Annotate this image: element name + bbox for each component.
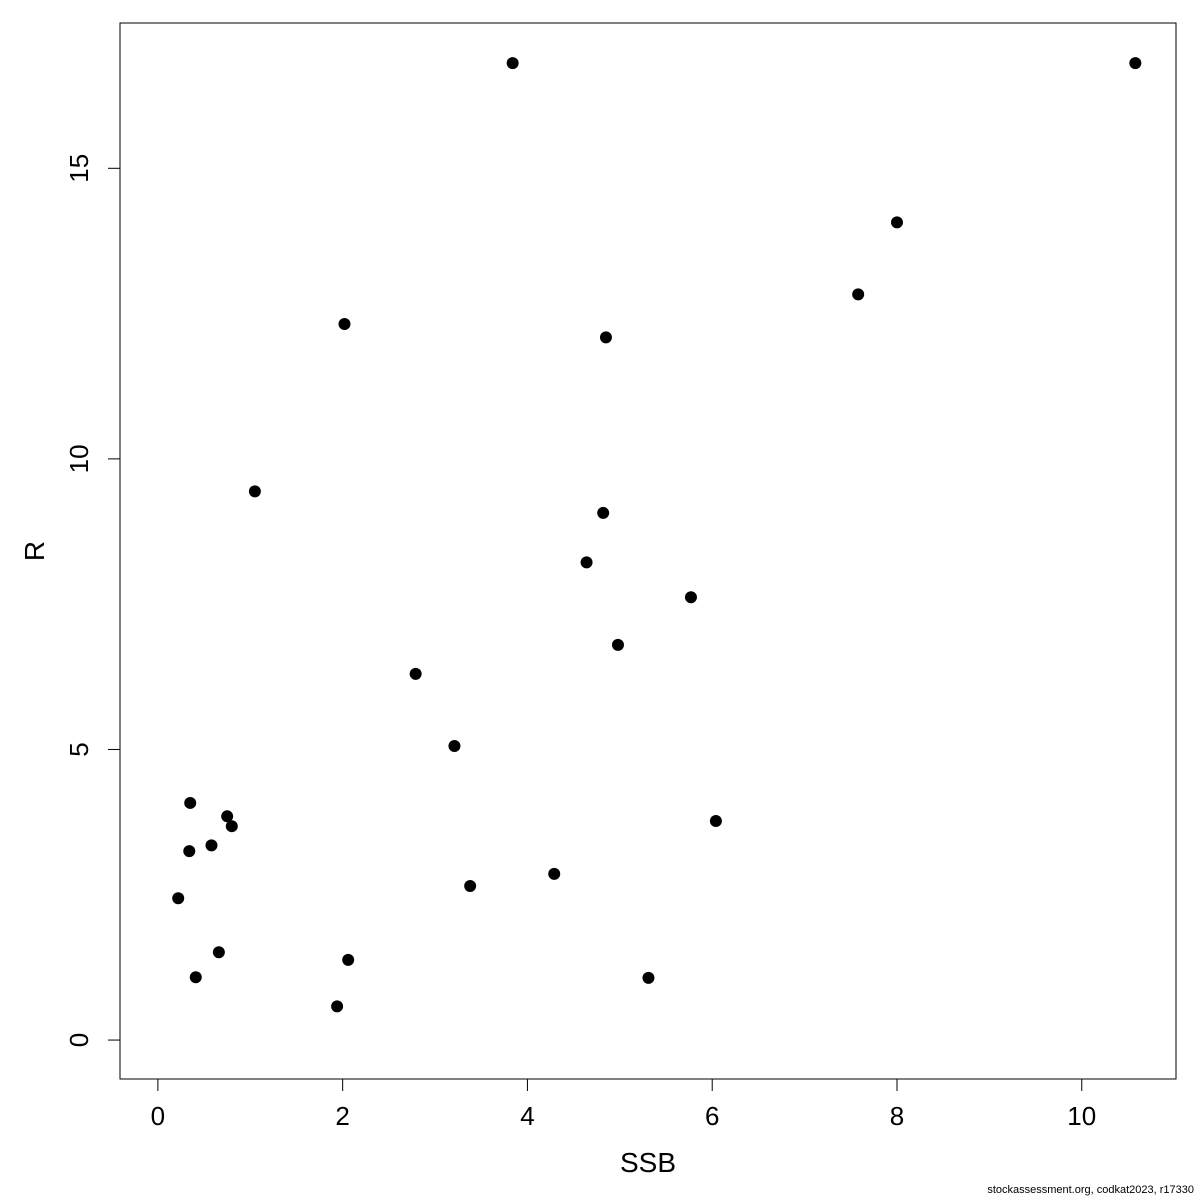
data-point xyxy=(709,814,722,827)
data-point xyxy=(599,331,612,344)
data-point xyxy=(221,810,234,823)
data-point xyxy=(506,57,519,70)
data-point xyxy=(580,556,593,569)
data-point xyxy=(684,591,697,604)
data-point xyxy=(448,739,461,752)
data-point xyxy=(184,796,197,809)
data-point xyxy=(225,820,238,833)
x-tick-label: 2 xyxy=(335,1101,349,1131)
data-point xyxy=(205,839,218,852)
y-axis: 0 5 10 15 xyxy=(64,154,121,1047)
data-point xyxy=(852,288,865,301)
y-tick-label: 15 xyxy=(64,154,94,183)
x-tick-label: 10 xyxy=(1067,1101,1096,1131)
x-axis-label: SSB xyxy=(620,1147,676,1178)
footer-credit: stockassessment.org, codkat2023, r17330 xyxy=(987,1184,1194,1196)
y-tick-label: 5 xyxy=(64,742,94,756)
data-point xyxy=(331,1000,344,1013)
x-axis: 0 2 4 6 8 10 xyxy=(151,1078,1096,1131)
data-point xyxy=(342,953,355,966)
data-points xyxy=(172,57,1142,1013)
y-tick-label: 10 xyxy=(64,444,94,473)
data-point xyxy=(464,880,477,893)
data-point xyxy=(338,318,351,331)
y-axis-label: R xyxy=(19,541,50,561)
data-point xyxy=(409,667,422,680)
data-point xyxy=(1129,57,1142,70)
data-point xyxy=(212,946,225,959)
x-tick-label: 0 xyxy=(151,1101,165,1131)
data-point xyxy=(548,867,561,880)
data-point xyxy=(642,971,655,984)
x-tick-label: 8 xyxy=(890,1101,904,1131)
plot-frame xyxy=(119,22,1177,1080)
y-tick-label: 0 xyxy=(64,1033,94,1047)
x-tick-label: 6 xyxy=(705,1101,719,1131)
data-point xyxy=(597,506,610,519)
data-point xyxy=(611,638,624,651)
data-point xyxy=(172,892,185,905)
data-point xyxy=(183,845,196,858)
data-point xyxy=(890,216,903,229)
data-point xyxy=(189,971,202,984)
data-point xyxy=(248,485,261,498)
x-tick-label: 4 xyxy=(520,1101,534,1131)
